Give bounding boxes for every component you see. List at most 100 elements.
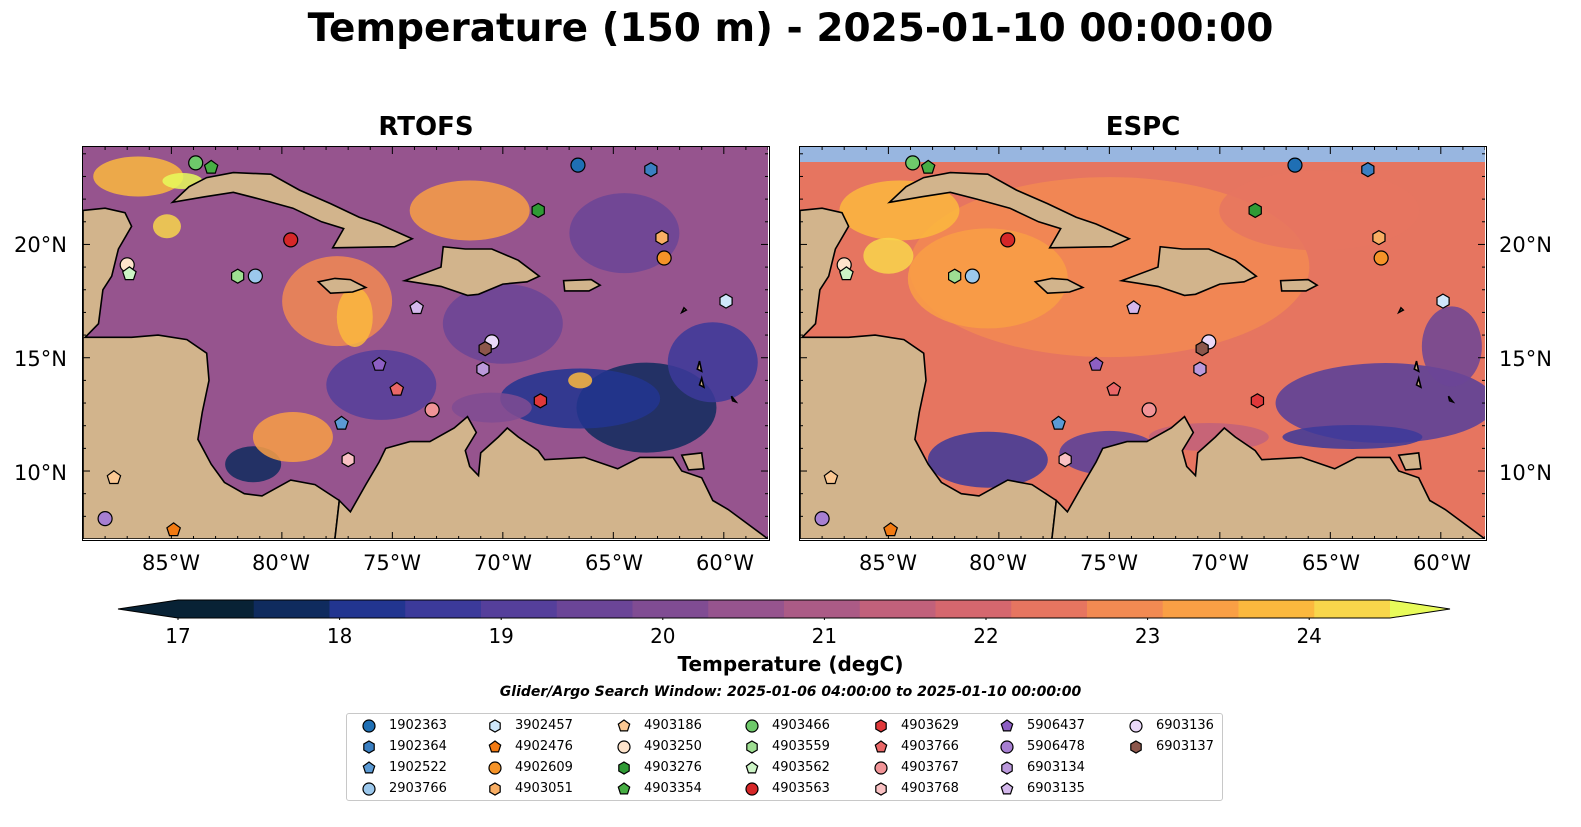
legend-marker-4902609[interactable] — [488, 761, 502, 775]
legend-label: 4902476 — [515, 739, 573, 754]
colorbar-tick-label: 17 — [165, 624, 191, 648]
legend-marker-4903466[interactable] — [745, 719, 759, 733]
float-marker-4903354[interactable] — [920, 159, 936, 174]
float-marker-1902522[interactable] — [334, 415, 349, 430]
legend-marker-4903250[interactable] — [617, 740, 631, 754]
legend-marker-5906437[interactable] — [1000, 719, 1014, 732]
float-marker-4903629[interactable] — [533, 393, 548, 409]
legend-marker-4903766[interactable] — [874, 740, 888, 753]
legend-label: 1902364 — [389, 739, 447, 754]
float-marker-4903466[interactable] — [188, 155, 204, 171]
float-marker-4903562[interactable] — [838, 266, 854, 281]
float-marker-4903559[interactable] — [948, 268, 962, 284]
float-marker-2903766[interactable] — [964, 268, 980, 284]
lon-tick-85w-right: 85°W — [859, 551, 917, 575]
float-marker-6903134[interactable] — [476, 361, 490, 377]
legend-marker-4903768[interactable] — [875, 782, 887, 796]
float-marker-1902522[interactable] — [1051, 415, 1066, 430]
float-marker-3902457[interactable] — [719, 293, 733, 309]
float-marker-5906478[interactable] — [97, 511, 113, 527]
float-marker-4903559[interactable] — [231, 268, 245, 284]
float-marker-1902363[interactable] — [570, 157, 586, 173]
legend-marker-1902364[interactable] — [363, 740, 375, 754]
lat-tick-15n-left: 15°N — [14, 347, 67, 371]
float-marker-4903767[interactable] — [424, 402, 440, 418]
colorbar-segment — [481, 600, 558, 618]
colorbar-segment — [329, 600, 406, 618]
legend-marker-6903136[interactable] — [1129, 719, 1143, 733]
legend-marker-4903767[interactable] — [874, 761, 888, 775]
legend-marker-6903137[interactable] — [1130, 740, 1142, 754]
float-marker-4902609[interactable] — [1373, 250, 1389, 266]
float-marker-4903276[interactable] — [1248, 202, 1262, 219]
float-marker-4903563[interactable] — [1000, 232, 1016, 248]
legend-marker-4903559[interactable] — [746, 740, 758, 754]
legend-marker-4903354[interactable] — [617, 782, 631, 795]
float-marker-4903466[interactable] — [905, 155, 921, 171]
map-rtofs[interactable] — [82, 146, 770, 541]
legend-marker-4903051[interactable] — [489, 782, 501, 796]
float-marker-4903354[interactable] — [203, 159, 219, 174]
search-window-text: Glider/Argo Search Window: 2025-01-06 04… — [499, 684, 1082, 700]
legend-marker-6903134[interactable] — [1001, 761, 1013, 775]
float-marker-3902457[interactable] — [1436, 293, 1450, 309]
float-marker-5906437[interactable] — [371, 356, 387, 371]
legend-label: 4903559 — [772, 739, 830, 754]
float-marker-4903766[interactable] — [1106, 381, 1122, 396]
legend-marker-4903186[interactable] — [617, 719, 631, 732]
legend-marker-4903562[interactable] — [745, 761, 759, 774]
legend-marker-1902522[interactable] — [362, 761, 376, 774]
float-marker-6903137[interactable] — [478, 341, 492, 357]
float-marker-5906437[interactable] — [1088, 356, 1104, 371]
legend-label: 4903563 — [772, 781, 830, 796]
lon-tick-75w-right: 75°W — [1080, 551, 1138, 575]
float-marker-6903137[interactable] — [1195, 341, 1209, 357]
legend-label: 4903250 — [644, 739, 702, 754]
legend-marker — [618, 761, 630, 775]
lat-tick-20n-left: 20°N — [14, 233, 67, 257]
legend-marker-1902363[interactable] — [362, 719, 376, 733]
legend-label: 3902457 — [515, 718, 573, 733]
legend-label: 4903629 — [901, 718, 959, 733]
colorbar-segment — [556, 600, 633, 618]
float-marker-4902476[interactable] — [883, 522, 899, 537]
legend-marker-5906478[interactable] — [1000, 740, 1014, 754]
colorbar-segment — [708, 600, 785, 618]
float-marker-4903051[interactable] — [655, 229, 669, 246]
map-espc[interactable] — [799, 146, 1487, 541]
float-marker-4903051[interactable] — [1372, 229, 1386, 246]
float-marker-4903767[interactable] — [1141, 402, 1157, 418]
float-marker-4903768[interactable] — [341, 452, 355, 468]
float-marker-1902364[interactable] — [644, 162, 658, 178]
float-marker-4903629[interactable] — [1250, 393, 1265, 409]
float-marker-4903186[interactable] — [823, 470, 839, 485]
float-marker-5906478[interactable] — [814, 511, 830, 527]
float-marker-4902476[interactable] — [166, 522, 182, 537]
float-marker-6903134[interactable] — [1193, 361, 1207, 377]
legend-marker-4903563[interactable] — [745, 782, 759, 796]
float-marker-6903135[interactable] — [1126, 300, 1142, 315]
legend-marker-4903276[interactable] — [618, 761, 630, 775]
float-marker-1902364[interactable] — [1361, 162, 1375, 178]
float-marker-4903768[interactable] — [1058, 452, 1072, 468]
float-marker-4903766[interactable] — [389, 381, 405, 396]
float-marker-4903186[interactable] — [106, 470, 122, 485]
colorbar-tick-label: 24 — [1296, 624, 1322, 648]
float-marker-4902609[interactable] — [656, 250, 672, 266]
legend-marker-6903135[interactable] — [1000, 782, 1014, 795]
legend-marker-4903629[interactable] — [875, 719, 887, 733]
legend-marker-4902476[interactable] — [488, 740, 502, 753]
float-marker-4903562[interactable] — [121, 266, 137, 281]
legend-marker-2903766[interactable] — [362, 782, 376, 796]
colorbar-tick-label: 18 — [326, 624, 353, 648]
float-marker-4903563[interactable] — [283, 232, 299, 248]
float-marker-6903135[interactable] — [409, 300, 425, 315]
float-marker-2903766[interactable] — [247, 268, 263, 284]
legend-marker-3902457[interactable] — [489, 719, 501, 733]
lat-tick-10n-right: 10°N — [1499, 461, 1552, 485]
legend-marker — [745, 719, 759, 733]
float-marker-4903276[interactable] — [531, 202, 545, 219]
legend-marker — [745, 761, 759, 774]
legend-marker — [488, 761, 502, 775]
float-marker-1902363[interactable] — [1287, 157, 1303, 173]
